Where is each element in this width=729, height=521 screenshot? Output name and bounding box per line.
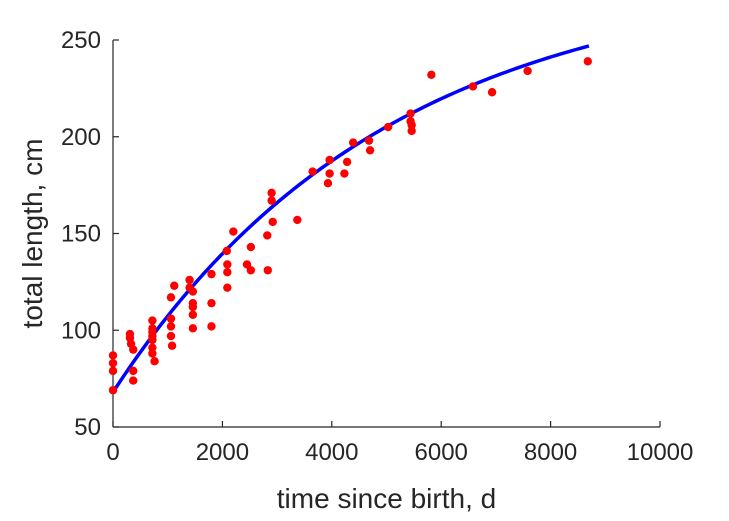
data-point bbox=[129, 366, 138, 376]
data-point bbox=[222, 246, 231, 256]
data-point bbox=[108, 358, 118, 368]
data-point bbox=[468, 82, 478, 91]
data-point bbox=[188, 287, 198, 296]
data-point bbox=[108, 351, 118, 360]
data-point bbox=[427, 70, 436, 80]
y-tick-label: 200 bbox=[61, 124, 101, 151]
data-point bbox=[229, 227, 238, 236]
data-point bbox=[166, 322, 176, 331]
data-point bbox=[263, 266, 273, 275]
data-point bbox=[487, 88, 497, 97]
data-point bbox=[167, 341, 177, 350]
data-point bbox=[583, 57, 592, 66]
y-axis-label: total length, cm bbox=[17, 139, 48, 329]
data-point bbox=[340, 169, 349, 178]
data-point bbox=[268, 217, 277, 227]
data-point bbox=[342, 157, 352, 167]
x-tick-label: 8000 bbox=[524, 439, 577, 466]
x-tick-label: 4000 bbox=[305, 439, 358, 466]
data-point bbox=[267, 196, 276, 205]
data-point bbox=[223, 260, 232, 269]
axes bbox=[112, 40, 660, 428]
data-point bbox=[365, 146, 375, 155]
data-point bbox=[407, 120, 416, 130]
data-point bbox=[170, 281, 179, 290]
data-point bbox=[166, 314, 176, 323]
data-point bbox=[129, 345, 138, 354]
data-point bbox=[207, 322, 216, 331]
x-tick-label: 10000 bbox=[627, 439, 694, 466]
y-tick-label: 250 bbox=[61, 27, 101, 54]
data-point bbox=[207, 269, 216, 279]
y-tick-label: 150 bbox=[61, 221, 101, 248]
data-point bbox=[108, 386, 118, 395]
y-tick-label: 50 bbox=[74, 414, 101, 441]
data-point bbox=[348, 138, 358, 147]
data-point bbox=[407, 126, 416, 136]
data-point bbox=[246, 266, 256, 275]
data-point bbox=[148, 343, 157, 352]
data-point bbox=[263, 231, 272, 240]
y-tick-label: 100 bbox=[61, 317, 101, 344]
data-point bbox=[223, 283, 232, 292]
data-point bbox=[108, 366, 118, 376]
data-point bbox=[293, 215, 302, 225]
data-point bbox=[185, 275, 194, 285]
data-point bbox=[150, 357, 159, 366]
data-point bbox=[148, 316, 157, 325]
data-point bbox=[188, 302, 198, 312]
y-axis-ticks: 50 100 150 200 250 bbox=[61, 27, 119, 441]
data-point bbox=[246, 242, 256, 252]
data-point bbox=[148, 349, 157, 358]
x-axis-label: time since birth, d bbox=[277, 483, 496, 514]
data-point bbox=[148, 335, 157, 345]
data-point bbox=[383, 122, 393, 132]
data-point bbox=[325, 155, 334, 165]
data-point bbox=[207, 298, 216, 308]
fit-curve-group bbox=[111, 44, 590, 394]
fit-curve bbox=[111, 44, 590, 394]
data-point bbox=[323, 178, 333, 188]
data-point bbox=[325, 169, 334, 178]
data-point bbox=[188, 324, 198, 333]
x-axis-ticks: 0 2000 4000 6000 8000 10000 bbox=[106, 421, 693, 466]
data-point bbox=[364, 136, 374, 145]
data-points bbox=[108, 57, 592, 395]
data-point bbox=[523, 66, 532, 76]
data-point bbox=[267, 188, 276, 198]
data-point bbox=[129, 376, 138, 385]
data-point bbox=[166, 293, 176, 302]
x-tick-label: 2000 bbox=[196, 439, 249, 466]
x-tick-label: 6000 bbox=[415, 439, 468, 466]
x-tick-label: 0 bbox=[106, 439, 119, 466]
data-point bbox=[223, 268, 232, 277]
data-point bbox=[188, 310, 198, 319]
data-point bbox=[406, 109, 415, 118]
data-point bbox=[166, 331, 176, 341]
data-point bbox=[308, 167, 317, 176]
